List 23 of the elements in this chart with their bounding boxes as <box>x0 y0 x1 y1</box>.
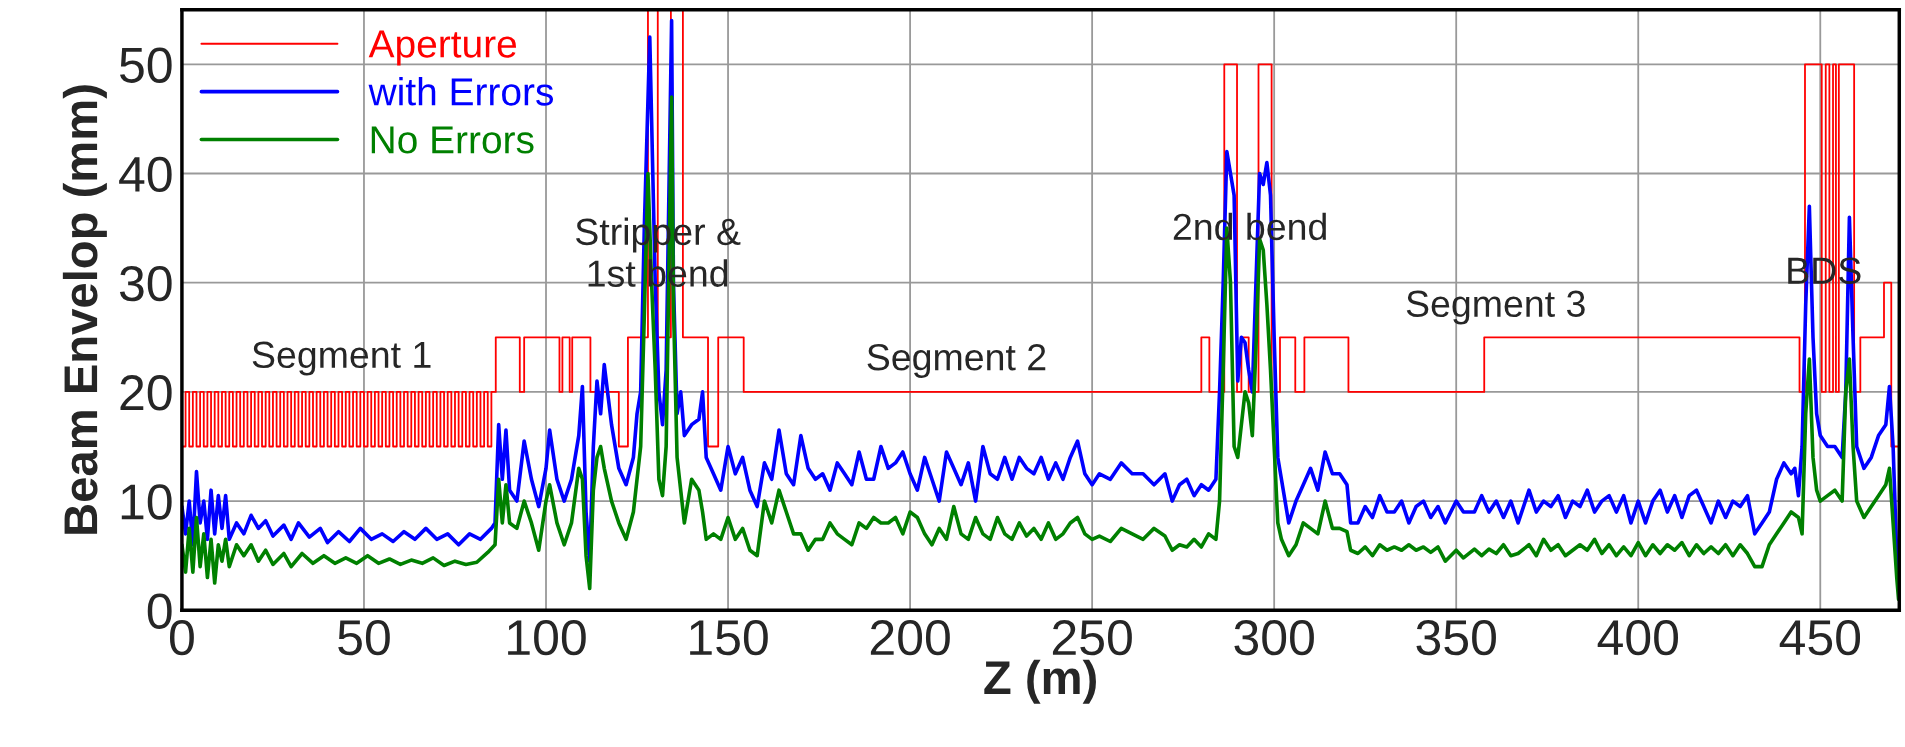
x-tick-label: 300 <box>1234 619 1314 656</box>
y-tick-label: 30 <box>119 265 172 302</box>
y-tick-label: 10 <box>121 484 172 520</box>
x-tick-label: 150 <box>690 619 768 656</box>
legend-label: with Errors <box>368 77 554 106</box>
legend-label: No Errors <box>371 126 534 154</box>
y-tick-label: 20 <box>120 375 172 411</box>
x-tick-label: 450 <box>1779 619 1861 656</box>
x-tick-label: 100 <box>508 619 586 656</box>
x-axis-title: Z (m) <box>984 659 1096 704</box>
y-tick-label: 0 <box>147 593 172 629</box>
x-tick-label: 250 <box>1052 619 1132 656</box>
annotation: Segment 2 <box>867 343 1046 378</box>
y-tick-label: 40 <box>119 156 172 193</box>
legend-label: Aperture <box>368 30 517 66</box>
x-tick-label: 400 <box>1597 619 1678 656</box>
x-tick-label: 200 <box>870 619 950 656</box>
x-tick-label: 350 <box>1416 619 1496 656</box>
annotation: Segment 3 <box>1406 290 1585 325</box>
x-tick-label: 50 <box>338 619 390 656</box>
annotation: Segment 1 <box>252 341 431 376</box>
y-axis-title: Beam Envelop (mm) <box>62 85 107 534</box>
y-tick-label: 50 <box>119 47 172 83</box>
